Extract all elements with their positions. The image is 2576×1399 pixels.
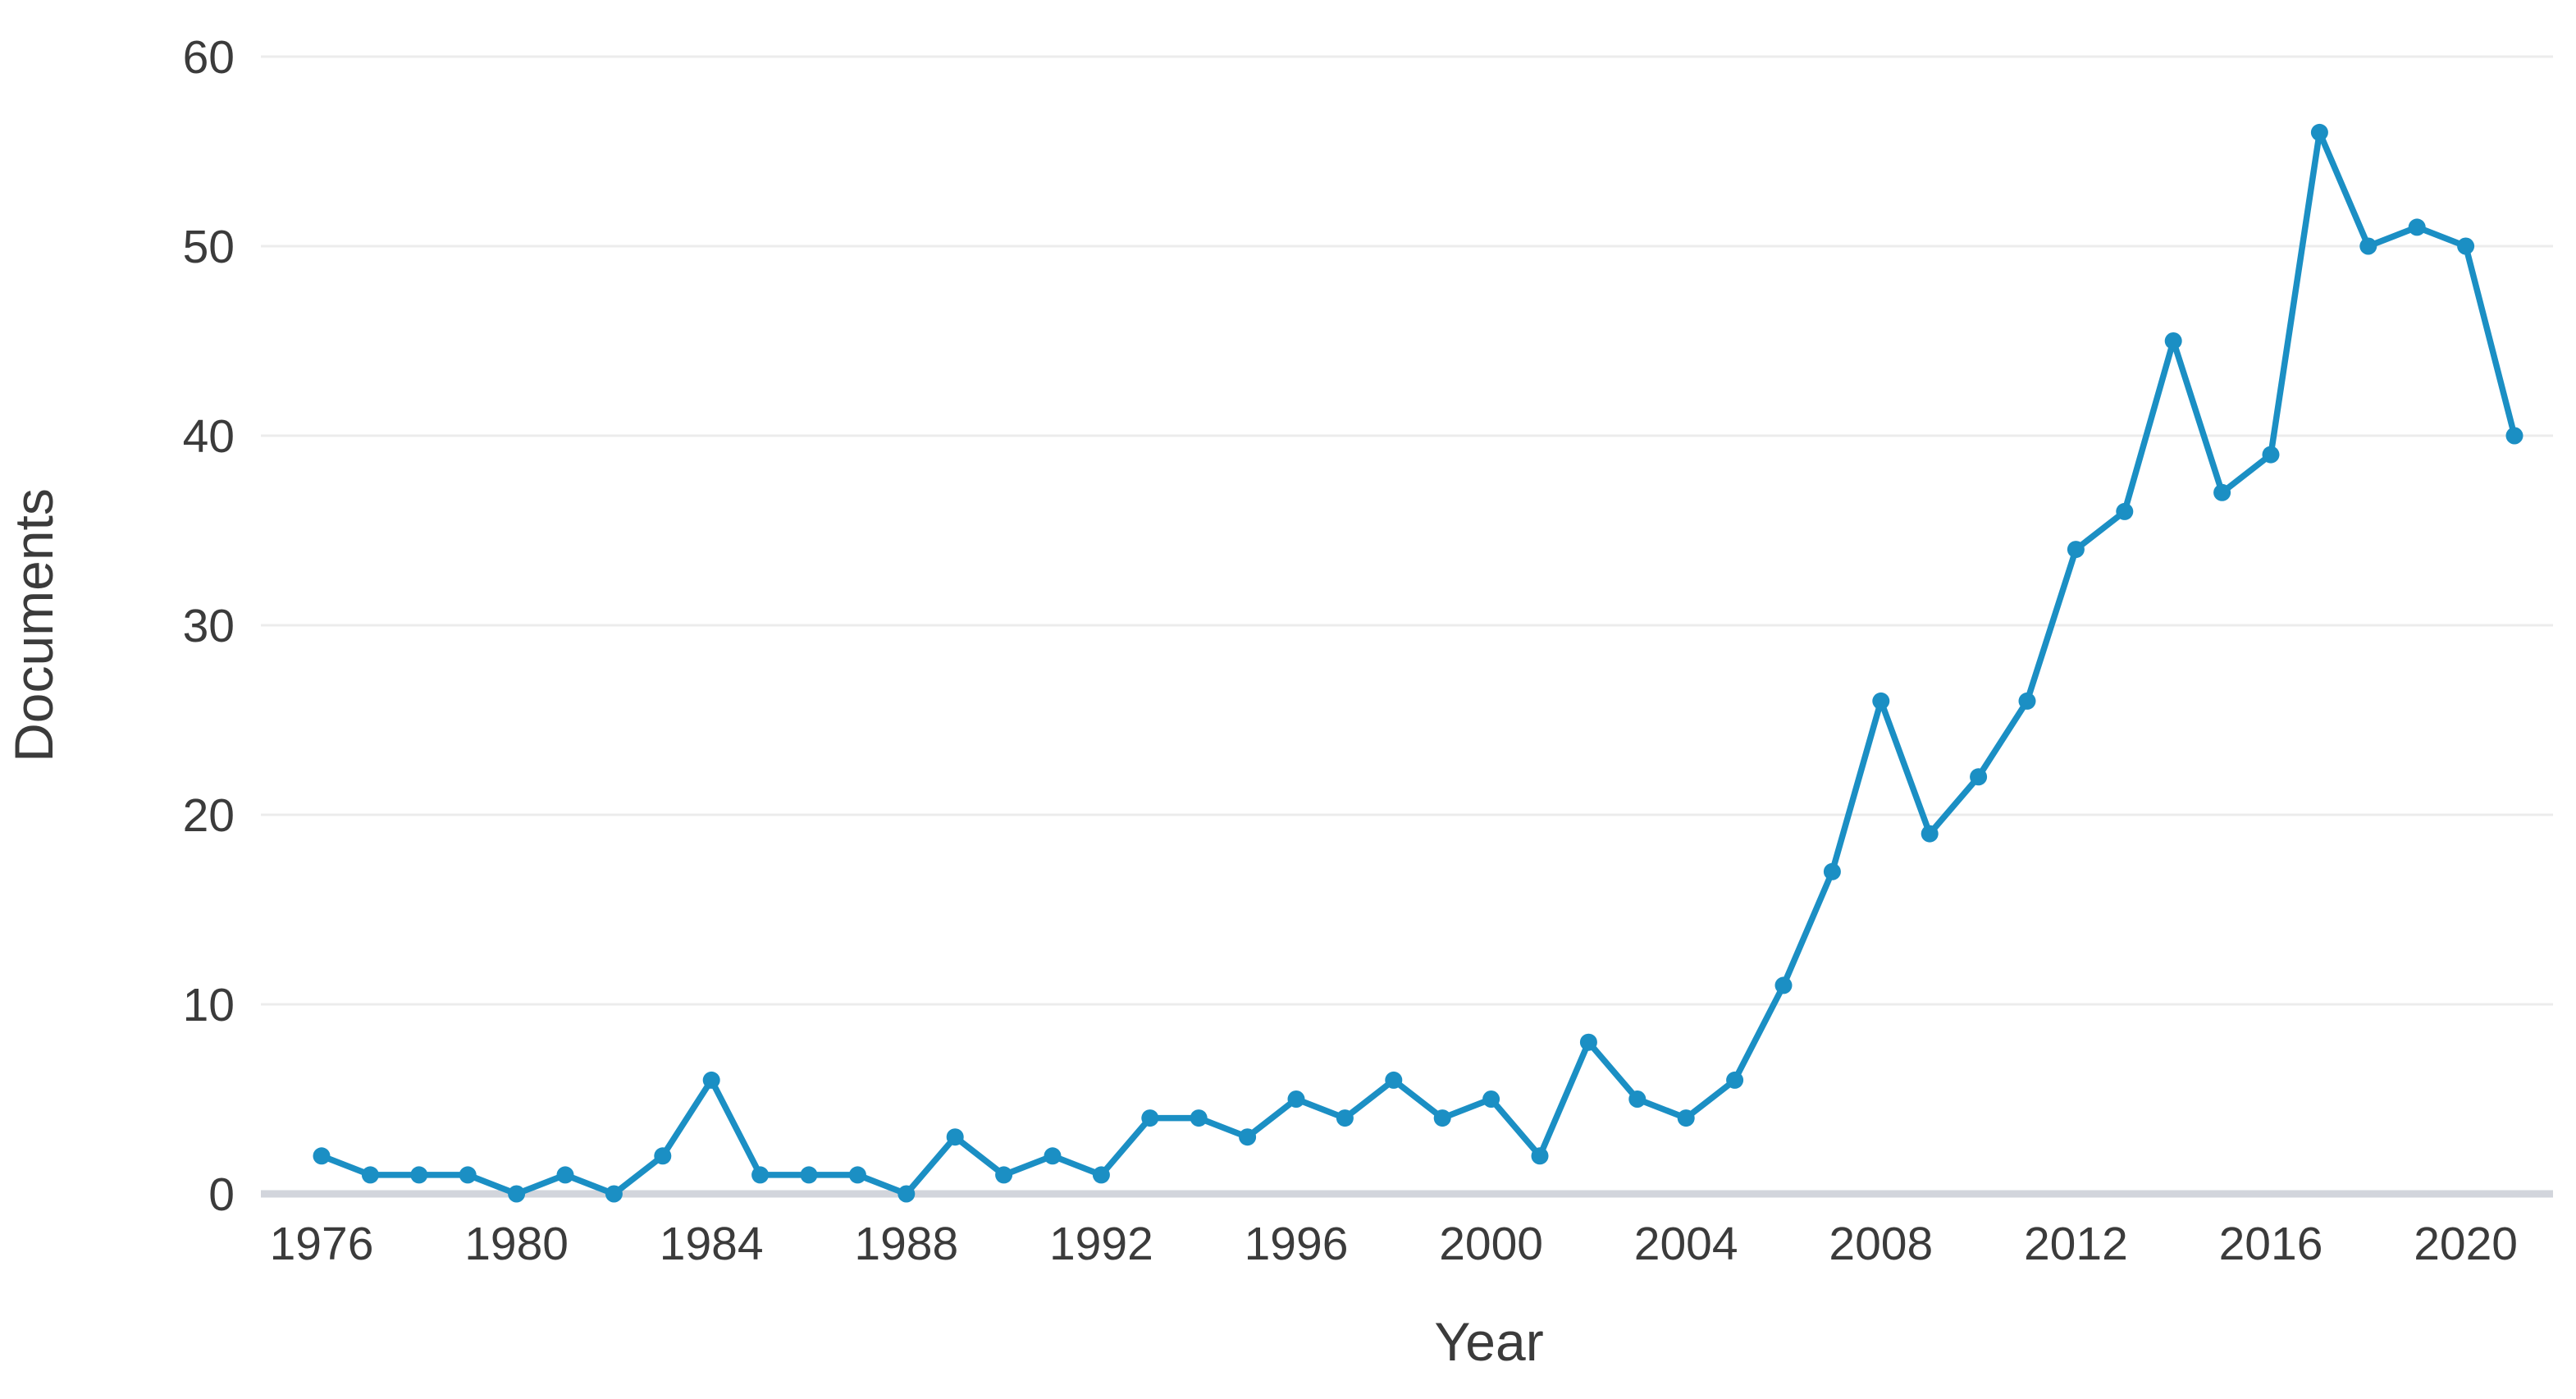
data-point-2019[interactable] (2408, 218, 2426, 236)
data-point-1976[interactable] (313, 1147, 331, 1165)
x-tick-label-2016: 2016 (2219, 1218, 2323, 1270)
series-markers (313, 123, 2523, 1203)
x-tick-label-1980: 1980 (464, 1218, 569, 1270)
data-point-2006[interactable] (1774, 976, 1793, 994)
y-tick-label-10: 10 (183, 979, 235, 1031)
data-point-1993[interactable] (1141, 1109, 1159, 1127)
data-point-2017[interactable] (2310, 123, 2328, 141)
x-axis-title: Year (1434, 1311, 1543, 1372)
gridlines (261, 55, 2553, 1198)
y-tick-label-60: 60 (183, 31, 235, 84)
data-point-1980[interactable] (508, 1185, 526, 1203)
x-tick-label-1984: 1984 (660, 1218, 764, 1270)
x-tick-label-1996: 1996 (1245, 1218, 1349, 1270)
data-point-2003[interactable] (1628, 1090, 1647, 1108)
data-point-1988[interactable] (897, 1185, 916, 1203)
data-point-2007[interactable] (1823, 862, 1841, 880)
data-point-1983[interactable] (654, 1147, 672, 1165)
data-point-1982[interactable] (605, 1185, 623, 1203)
y-tick-label-50: 50 (183, 221, 235, 273)
data-point-1999[interactable] (1433, 1109, 1451, 1127)
data-point-1991[interactable] (1044, 1147, 1062, 1165)
documents-series (313, 123, 2523, 1203)
data-point-2010[interactable] (1970, 768, 1988, 786)
data-point-2009[interactable] (1921, 825, 1939, 843)
x-tick-label-1976: 1976 (270, 1218, 374, 1270)
data-point-2014[interactable] (2164, 332, 2182, 350)
y-tick-label-40: 40 (183, 410, 235, 463)
x-tick-label-2008: 2008 (1829, 1218, 1933, 1270)
x-tick-label-2004: 2004 (1634, 1218, 1738, 1270)
y-axis-title: Documents (3, 488, 64, 762)
data-point-1996[interactable] (1287, 1090, 1305, 1108)
data-point-2011[interactable] (2018, 692, 2036, 710)
data-point-2016[interactable] (2262, 446, 2280, 464)
y-tick-label-0: 0 (208, 1168, 235, 1221)
data-point-2021[interactable] (2505, 427, 2523, 445)
data-point-2020[interactable] (2457, 237, 2475, 255)
data-point-2013[interactable] (2116, 502, 2134, 520)
data-point-1984[interactable] (702, 1071, 720, 1089)
y-axis-tick-labels: 0 10 20 30 40 50 60 (183, 31, 235, 1221)
data-point-1979[interactable] (459, 1166, 477, 1184)
x-axis-tick-labels: 1976 1980 1984 1988 1992 1996 2000 2004 2008 2012… (270, 1218, 2518, 1270)
data-point-1990[interactable] (995, 1166, 1013, 1184)
data-point-1977[interactable] (361, 1166, 379, 1184)
x-tick-label-2012: 2012 (2024, 1218, 2128, 1270)
series-line (318, 129, 2518, 1197)
data-point-1985[interactable] (751, 1166, 770, 1184)
data-point-1998[interactable] (1385, 1071, 1403, 1089)
data-point-2004[interactable] (1677, 1109, 1695, 1127)
data-point-2001[interactable] (1531, 1147, 1549, 1165)
y-tick-label-20: 20 (183, 789, 235, 842)
x-tick-label-2020: 2020 (2414, 1218, 2518, 1270)
data-point-2002[interactable] (1579, 1033, 1597, 1051)
data-point-2008[interactable] (1872, 692, 1890, 710)
data-point-1992[interactable] (1092, 1166, 1110, 1184)
data-point-1987[interactable] (848, 1166, 866, 1184)
data-point-1997[interactable] (1336, 1109, 1354, 1127)
data-point-1989[interactable] (946, 1128, 964, 1146)
data-point-1978[interactable] (410, 1166, 428, 1184)
data-point-1986[interactable] (800, 1166, 818, 1184)
data-point-1994[interactable] (1190, 1109, 1208, 1127)
y-tick-label-30: 30 (183, 600, 235, 652)
x-tick-label-1992: 1992 (1049, 1218, 1153, 1270)
data-point-1981[interactable] (556, 1166, 574, 1184)
x-tick-label-2000: 2000 (1439, 1218, 1543, 1270)
data-point-2005[interactable] (1726, 1071, 1744, 1089)
data-point-2000[interactable] (1482, 1090, 1500, 1108)
data-point-2012[interactable] (2067, 541, 2085, 559)
x-tick-label-1988: 1988 (854, 1218, 958, 1270)
data-point-2018[interactable] (2359, 237, 2377, 255)
data-point-1995[interactable] (1239, 1128, 1257, 1146)
data-point-2015[interactable] (2213, 483, 2231, 501)
